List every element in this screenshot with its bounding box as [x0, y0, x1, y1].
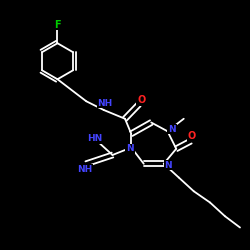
Text: HN: HN [87, 134, 102, 143]
Text: N: N [126, 144, 134, 153]
Text: O: O [137, 95, 145, 105]
Text: NH: NH [98, 98, 112, 108]
Text: O: O [188, 131, 196, 141]
Text: NH: NH [76, 165, 92, 174]
Text: N: N [164, 160, 172, 170]
Text: F: F [54, 20, 61, 30]
Text: N: N [168, 125, 176, 134]
